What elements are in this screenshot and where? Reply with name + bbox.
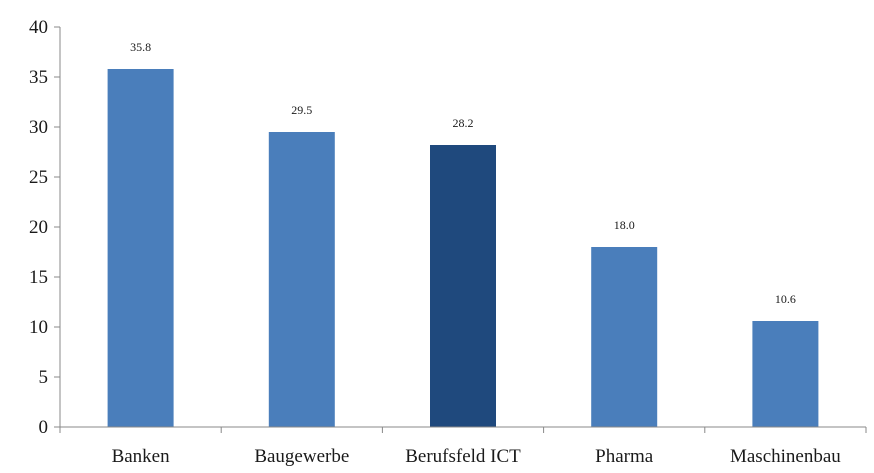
y-tick-label: 35: [29, 67, 48, 88]
data-label: 29.5: [291, 103, 312, 117]
x-category-label: Baugewerbe: [254, 446, 349, 467]
x-category-label: Berufsfeld ICT: [405, 446, 521, 467]
x-category-label: Banken: [112, 446, 171, 467]
y-tick-label: 40: [29, 17, 48, 38]
x-category-label: Pharma: [595, 446, 654, 467]
bars: [107, 69, 819, 427]
x-axis-labels: Banken Baugewerbe Berufsfeld ICT Pharma Masc…: [112, 446, 842, 467]
bar-banken: [107, 69, 174, 427]
y-tick-label: 20: [29, 217, 48, 238]
bar-berufsfeld-ict: [430, 145, 496, 427]
y-tick-label: 5: [39, 367, 49, 388]
data-label: 18.0: [614, 218, 635, 232]
bar-pharma: [591, 247, 658, 427]
x-category-label: Maschinenbau: [730, 446, 841, 467]
y-tick-label: 25: [29, 167, 48, 188]
data-labels: 35.8 29.5 28.2 18.0 10.6: [130, 40, 796, 306]
axes: [59, 27, 867, 433]
y-axis-ticks: 0 5 10 15 20 25 30 35 40: [29, 17, 60, 438]
data-label: 10.6: [775, 292, 796, 306]
data-label: 28.2: [453, 116, 474, 130]
data-label: 35.8: [130, 40, 151, 54]
y-tick-label: 30: [29, 117, 48, 138]
bar-baugewerbe: [268, 132, 335, 427]
bar-maschinenbau: [752, 321, 819, 427]
y-tick-label: 10: [29, 317, 48, 338]
y-tick-label: 15: [29, 267, 48, 288]
y-tick-label: 0: [39, 417, 49, 438]
